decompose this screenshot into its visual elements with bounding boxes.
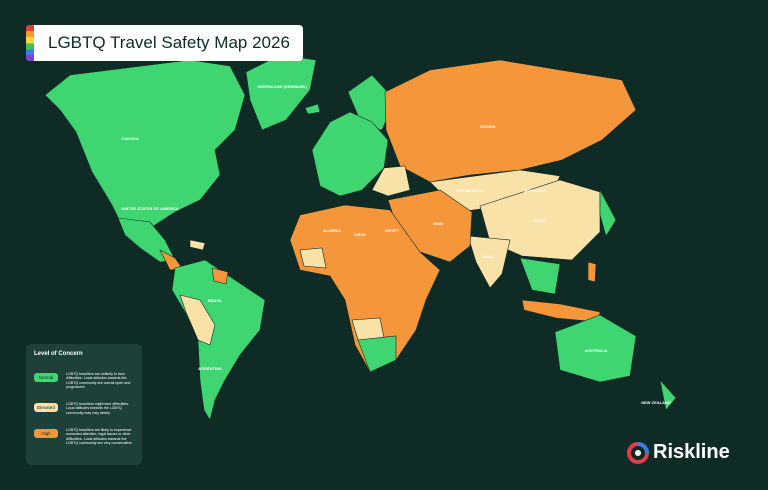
title: LGBTQ Travel Safety Map 2026 bbox=[48, 33, 290, 52]
country-label: BRAZIL bbox=[208, 298, 223, 303]
brand: Riskline bbox=[627, 441, 730, 464]
southeast-asia bbox=[519, 257, 561, 295]
country-label: LIBYA bbox=[354, 232, 366, 237]
legend-item: High LGBTQ travellers are likely to exper… bbox=[34, 428, 138, 446]
europe bbox=[311, 111, 389, 197]
indonesia bbox=[521, 299, 601, 323]
country-label: NEW ZEALAND bbox=[641, 400, 671, 405]
legend-description: LGBTQ travellers might face difficulties… bbox=[66, 402, 130, 415]
north-america bbox=[44, 59, 246, 241]
brand-icon bbox=[627, 441, 649, 464]
new-zealand bbox=[659, 378, 677, 411]
eastern-europe bbox=[371, 165, 411, 197]
southern-africa bbox=[357, 335, 397, 373]
japan bbox=[599, 189, 617, 237]
legend-description: LGBTQ travellers are likely to experienc… bbox=[66, 428, 133, 446]
andes bbox=[179, 294, 216, 346]
country-label: CANADA bbox=[121, 136, 138, 141]
iceland bbox=[304, 103, 321, 115]
country-label: ALGERIA bbox=[323, 228, 341, 233]
australia bbox=[554, 314, 637, 383]
caribbean bbox=[189, 239, 206, 251]
india bbox=[467, 235, 511, 289]
legend-title: Level of Concern bbox=[34, 351, 83, 357]
country-label: AUSTRALIA bbox=[584, 348, 607, 353]
country-label: RUSSIA bbox=[480, 124, 495, 129]
country-label: UNITED STATES OF AMERICA bbox=[121, 206, 179, 211]
namibia-botswana bbox=[351, 317, 385, 341]
country-label: KAZAKHSTAN bbox=[456, 188, 484, 193]
legend-description: LGBTQ travellers are unlikely to face di… bbox=[66, 372, 131, 390]
title-box: LGBTQ Travel Safety Map 2026 bbox=[26, 25, 303, 61]
country-label: MONGOLIA bbox=[524, 188, 546, 193]
country-label: IRAN bbox=[433, 221, 443, 226]
legend-pill: Elevated bbox=[34, 403, 58, 412]
south-america bbox=[171, 259, 266, 421]
country-label: GREENLAND (DENMARK) bbox=[257, 84, 307, 89]
legend: Level of Concern Normal LGBTQ travellers … bbox=[26, 344, 142, 465]
country-labels: CANADA UNITED STATES OF AMERICA GREENLAN… bbox=[121, 84, 671, 405]
legend-pill: High bbox=[34, 429, 58, 438]
philippines bbox=[587, 261, 597, 283]
legend-item: Elevated LGBTQ travellers might face diff… bbox=[34, 402, 138, 415]
legend-item: Normal LGBTQ travellers are unlikely to f… bbox=[34, 372, 138, 390]
landmasses bbox=[44, 54, 677, 421]
russia bbox=[384, 59, 637, 183]
guyana bbox=[211, 267, 229, 285]
country-label: CHINA bbox=[534, 218, 547, 223]
country-label: ARGENTINA bbox=[198, 366, 222, 371]
west-africa bbox=[299, 247, 327, 269]
country-label: EGYPT bbox=[385, 228, 399, 233]
country-label: INDIA bbox=[483, 254, 494, 259]
greenland bbox=[245, 54, 317, 131]
brand-name: Riskline bbox=[653, 441, 730, 463]
rainbow-strip bbox=[26, 25, 34, 61]
legend-pill: Normal bbox=[34, 373, 58, 382]
